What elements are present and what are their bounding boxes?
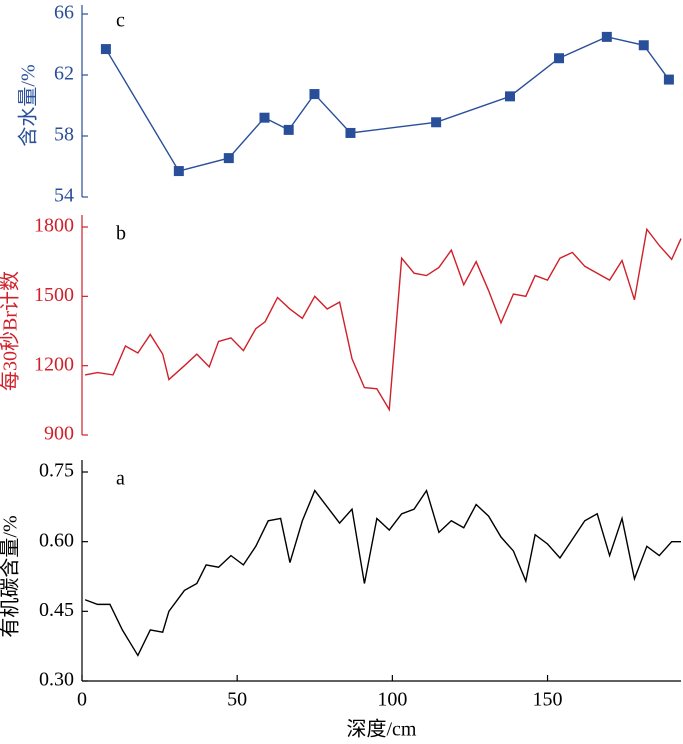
data-point bbox=[223, 153, 234, 164]
y-axis-label: 有机碳含量/% bbox=[0, 515, 22, 637]
data-line bbox=[84, 488, 681, 657]
y-tick-label: 0.30 bbox=[39, 669, 74, 691]
panel-label: c bbox=[116, 10, 125, 32]
data-point bbox=[601, 31, 612, 42]
data-point bbox=[663, 74, 674, 85]
data-point bbox=[554, 53, 565, 64]
data-point bbox=[504, 91, 515, 102]
data-point bbox=[431, 117, 442, 128]
x-tick-label: 0 bbox=[77, 689, 87, 711]
data-line bbox=[84, 227, 682, 412]
y-tick-label: 1800 bbox=[34, 215, 74, 237]
panel-label: b bbox=[116, 223, 126, 245]
x-axis-label: 深度/cm bbox=[347, 718, 417, 741]
data-point bbox=[283, 124, 294, 135]
data-point bbox=[173, 166, 184, 177]
y-axis-label: 含水量/% bbox=[17, 64, 40, 146]
y-tick-label: 54 bbox=[54, 185, 74, 207]
y-tick-label: 58 bbox=[54, 124, 74, 146]
data-point bbox=[345, 127, 356, 138]
x-tick-label: 50 bbox=[227, 689, 247, 711]
y-tick-label: 0.60 bbox=[39, 529, 74, 551]
y-tick-label: 0.45 bbox=[39, 599, 74, 621]
data-point bbox=[638, 40, 649, 51]
y-tick-label: 1200 bbox=[34, 353, 74, 375]
panel-label: a bbox=[116, 468, 125, 490]
y-tick-label: 0.75 bbox=[39, 460, 74, 482]
y-tick-label: 900 bbox=[44, 423, 74, 445]
x-tick-label: 100 bbox=[377, 689, 407, 711]
data-line bbox=[105, 36, 670, 172]
data-point bbox=[259, 112, 270, 123]
data-point bbox=[309, 89, 320, 100]
y-tick-label: 1500 bbox=[34, 284, 74, 306]
y-axis-label: 每30秒Br计数 bbox=[0, 271, 22, 391]
x-tick-label: 150 bbox=[533, 689, 563, 711]
y-tick-label: 66 bbox=[54, 2, 74, 24]
data-point bbox=[100, 44, 111, 55]
y-tick-label: 62 bbox=[54, 63, 74, 85]
